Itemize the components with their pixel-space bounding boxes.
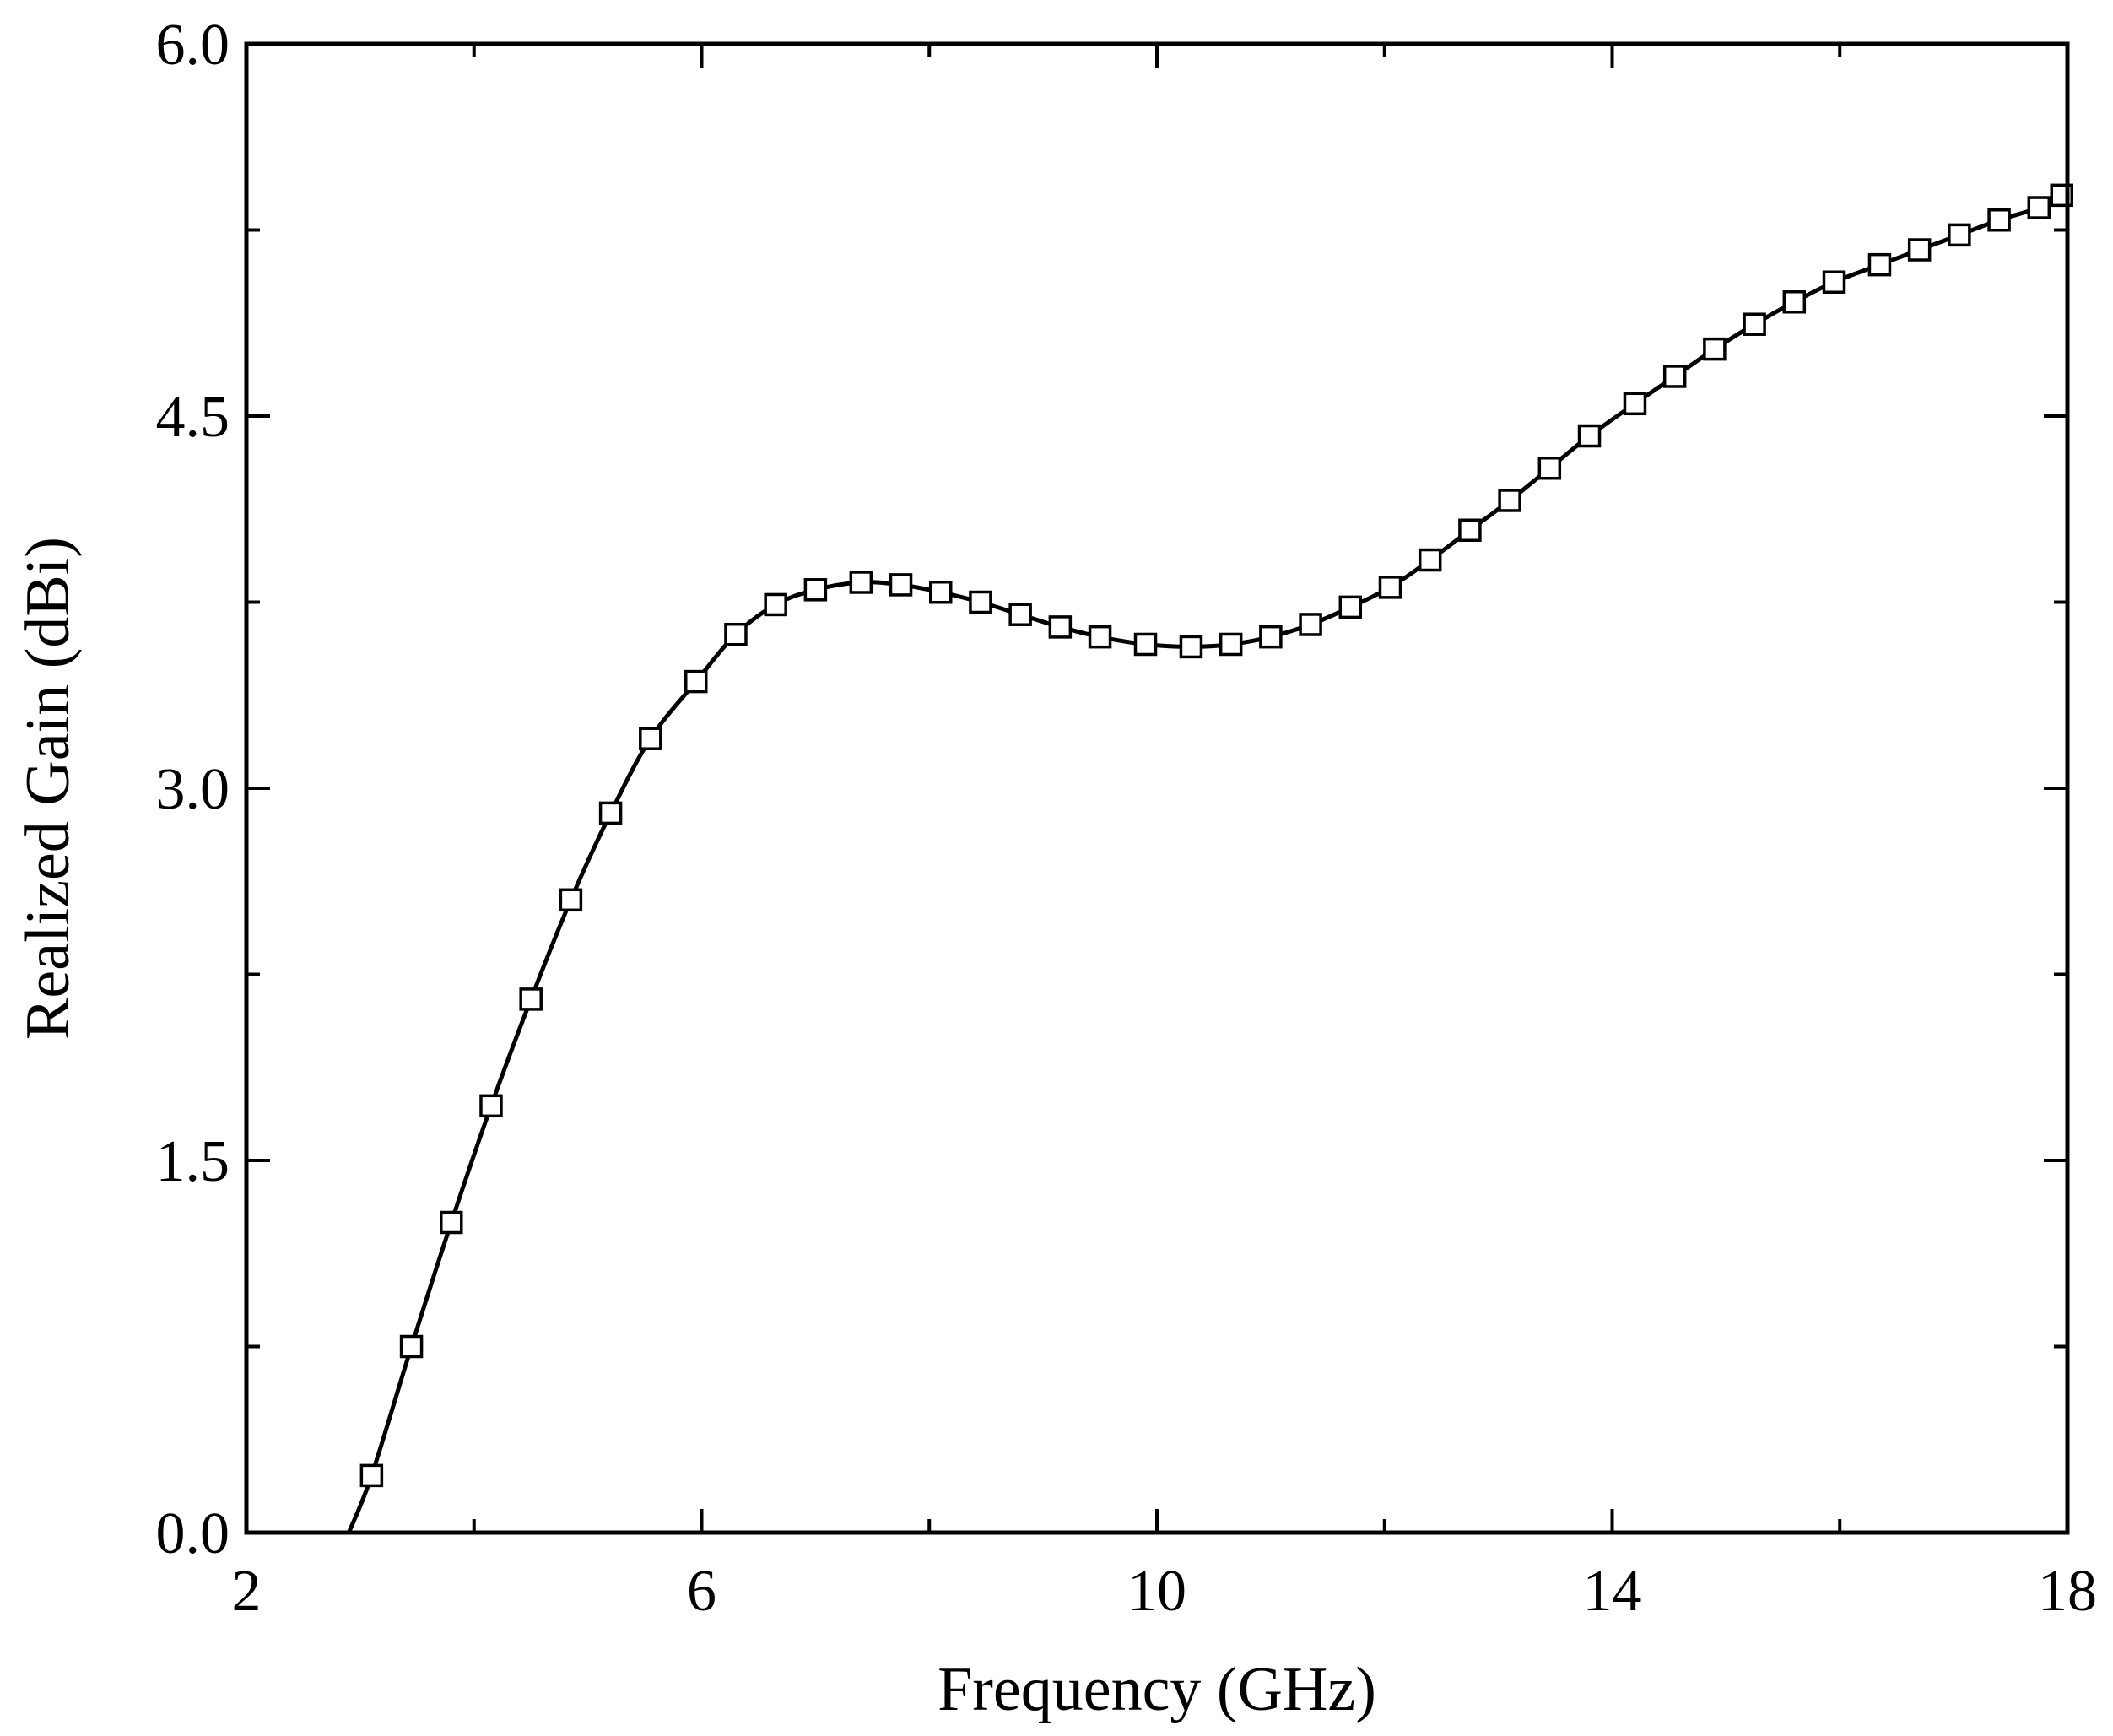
- data-point-marker: [724, 622, 748, 646]
- x-tick-label: 18: [2038, 1559, 2097, 1624]
- data-point-marker: [1179, 635, 1203, 659]
- data-point-marker: [639, 727, 662, 750]
- y-tick-label: 6.0: [156, 13, 230, 78]
- y-tick-label: 1.5: [156, 1129, 230, 1194]
- data-point-marker: [598, 801, 623, 825]
- data-point-marker: [1867, 252, 1892, 277]
- x-tick-label: 2: [232, 1559, 262, 1624]
- data-point-marker: [1458, 518, 1482, 542]
- data-point-marker: [1338, 595, 1363, 619]
- y-tick-label: 3.0: [156, 757, 230, 822]
- y-axis-title: Realized Gain (dBi): [14, 537, 83, 1040]
- data-point-marker: [1948, 223, 1971, 247]
- x-tick-label: 6: [687, 1559, 716, 1624]
- data-point-marker: [1498, 489, 1521, 512]
- data-point-marker: [1378, 576, 1402, 599]
- tick-labels: 2 6 10 14 18 0.0 1.5 3.0 4.5 6.0: [156, 13, 2098, 1624]
- x-axis-title: Frequency (GHz): [938, 1655, 1376, 1724]
- axis-ticks: [245, 42, 2069, 1534]
- data-point-marker: [1259, 625, 1283, 649]
- data-point-marker: [1703, 337, 1727, 361]
- data-point-marker: [1662, 365, 1687, 388]
- data-point-marker: [1907, 238, 1932, 262]
- data-point-marker: [969, 590, 992, 614]
- data-point-marker: [889, 573, 913, 597]
- data-point-marker: [1822, 270, 1846, 294]
- data-point-marker: [1418, 548, 1442, 572]
- data-point-marker: [1048, 615, 1073, 639]
- data-point-marker: [1219, 632, 1243, 657]
- data-point-marker: [519, 987, 543, 1011]
- data-point-marker: [1623, 392, 1647, 416]
- data-point-marker: [1987, 208, 2011, 232]
- data-point-marker: [684, 669, 708, 694]
- series-line: [347, 193, 2063, 1533]
- data-point-marker: [2027, 196, 2051, 219]
- data-point-marker: [1577, 424, 1602, 448]
- data-point-marker: [1743, 312, 1766, 336]
- data-point-marker: [440, 1210, 463, 1235]
- data-point-marker: [1782, 290, 1807, 314]
- data-point-marker: [1299, 613, 1322, 636]
- data-point-marker: [479, 1094, 503, 1118]
- plot-frame: [244, 41, 2070, 1535]
- data-point-marker: [399, 1334, 424, 1359]
- data-point-marker: [849, 571, 873, 594]
- data-point-marker: [928, 580, 953, 604]
- data-point-marker: [559, 888, 583, 912]
- data-point-marker: [803, 578, 828, 602]
- data-point-marker: [1537, 456, 1562, 480]
- data-point-marker: [1133, 632, 1158, 657]
- series-layer: [347, 183, 2074, 1533]
- data-point-marker: [1088, 625, 1112, 649]
- y-tick-label: 0.0: [156, 1501, 230, 1566]
- x-tick-label: 10: [1127, 1559, 1186, 1624]
- y-tick-label: 4.5: [156, 385, 230, 450]
- data-point-marker: [359, 1463, 384, 1488]
- x-tick-label: 14: [1583, 1559, 1642, 1624]
- data-point-marker: [764, 592, 787, 617]
- data-point-marker: [1008, 603, 1032, 626]
